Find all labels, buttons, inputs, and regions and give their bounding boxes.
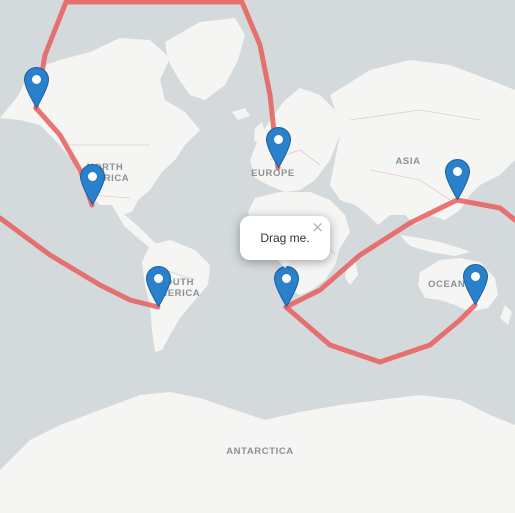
- marker-japan[interactable]: [444, 159, 470, 200]
- uk-land: [254, 122, 266, 145]
- greenland-land: [165, 18, 245, 100]
- marker-los-angeles[interactable]: [79, 164, 105, 205]
- map-pin-icon: [265, 127, 291, 168]
- europe-land: [250, 88, 340, 192]
- map-pin-icon: [23, 67, 49, 108]
- map-pin-icon: [444, 159, 470, 200]
- marker-chile[interactable]: [145, 266, 171, 307]
- popup-text: Drag me.: [260, 231, 310, 245]
- label-north-america: NORTH AMERICA: [80, 162, 130, 184]
- route-polyline-north: [33, 0, 281, 171]
- map-pin-icon: [145, 266, 171, 307]
- popup: × Drag me.: [240, 216, 330, 260]
- marker-australia[interactable]: [462, 264, 488, 305]
- popup-tip: [276, 258, 294, 268]
- label-south-america: SOUTH AMERICA: [151, 277, 201, 299]
- new-zealand-land: [500, 305, 512, 325]
- map-pin-icon: [462, 264, 488, 305]
- marker-europe[interactable]: [265, 127, 291, 168]
- marker-alaska[interactable]: [23, 67, 49, 108]
- indonesia-land: [400, 235, 470, 256]
- japan-land: [462, 160, 478, 198]
- marker-cape-town[interactable]: [273, 266, 299, 307]
- popup-close-button[interactable]: ×: [311, 218, 324, 236]
- label-asia: ASIA: [395, 156, 421, 167]
- label-europe: EUROPE: [251, 168, 295, 179]
- iceland-land: [232, 108, 250, 120]
- route-polyline-capetown: [283, 197, 515, 310]
- antarctica-land: [0, 392, 515, 513]
- land-layer: [0, 18, 515, 513]
- map-pin-icon: [79, 164, 105, 205]
- route-polyline-chile: [0, 215, 161, 310]
- route-polyline-southern-loop: [283, 302, 478, 365]
- label-antarctica: ANTARCTICA: [226, 446, 294, 457]
- north-america-land: [0, 38, 200, 215]
- map-pin-icon: [273, 266, 299, 307]
- label-oceania: OCEANIA: [428, 279, 477, 290]
- central-america-land: [112, 205, 158, 248]
